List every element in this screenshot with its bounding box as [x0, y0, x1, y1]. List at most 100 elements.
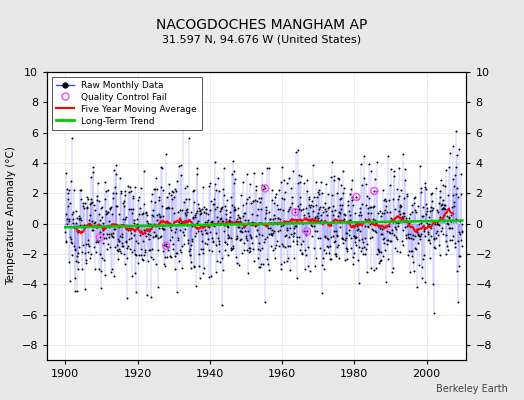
- Point: [122, 238, 130, 245]
- Point: [100, 256, 108, 263]
- Point: [418, 274, 426, 281]
- Point: [251, 220, 259, 226]
- Point: [247, 235, 256, 241]
- Point: [286, 204, 294, 210]
- Point: [224, 252, 232, 258]
- Point: [342, 234, 350, 241]
- Point: [104, 187, 112, 193]
- Point: [310, 194, 318, 200]
- Point: [72, 258, 80, 264]
- Point: [416, 232, 424, 239]
- Point: [138, 230, 147, 236]
- Point: [198, 238, 206, 244]
- Point: [238, 202, 247, 208]
- Point: [332, 190, 341, 196]
- Point: [116, 248, 124, 254]
- Point: [169, 188, 178, 195]
- Point: [74, 250, 82, 256]
- Point: [114, 246, 123, 252]
- Point: [384, 256, 392, 262]
- Point: [435, 214, 444, 221]
- Y-axis label: Temperature Anomaly (°C): Temperature Anomaly (°C): [6, 146, 16, 286]
- Point: [200, 264, 208, 271]
- Point: [248, 246, 257, 252]
- Point: [314, 210, 322, 216]
- Point: [456, 191, 465, 197]
- Point: [280, 177, 288, 183]
- Point: [159, 213, 167, 220]
- Point: [134, 223, 142, 230]
- Point: [209, 238, 217, 245]
- Point: [113, 241, 121, 248]
- Point: [386, 238, 395, 245]
- Point: [363, 268, 372, 275]
- Point: [445, 225, 453, 232]
- Point: [427, 191, 435, 197]
- Point: [215, 207, 224, 214]
- Point: [357, 236, 366, 242]
- Point: [291, 222, 299, 229]
- Point: [453, 152, 462, 158]
- Point: [153, 217, 161, 224]
- Point: [260, 238, 268, 245]
- Point: [377, 212, 385, 219]
- Point: [244, 269, 253, 276]
- Point: [150, 185, 159, 192]
- Point: [280, 232, 289, 239]
- Point: [117, 240, 126, 246]
- Point: [298, 228, 307, 234]
- Point: [236, 217, 245, 224]
- Point: [98, 204, 106, 210]
- Point: [281, 218, 290, 225]
- Point: [224, 232, 233, 238]
- Point: [383, 227, 391, 234]
- Point: [270, 228, 278, 234]
- Point: [378, 231, 387, 237]
- Point: [191, 212, 199, 218]
- Point: [446, 236, 454, 243]
- Point: [422, 210, 431, 217]
- Point: [126, 246, 135, 252]
- Point: [264, 261, 272, 268]
- Point: [290, 206, 299, 212]
- Point: [376, 258, 385, 264]
- Point: [223, 222, 231, 229]
- Point: [444, 247, 452, 254]
- Point: [84, 248, 93, 255]
- Point: [441, 202, 449, 208]
- Point: [204, 236, 212, 242]
- Point: [211, 206, 219, 212]
- Point: [123, 254, 131, 261]
- Point: [154, 247, 162, 254]
- Point: [449, 142, 457, 149]
- Point: [105, 234, 113, 240]
- Point: [389, 196, 398, 202]
- Point: [117, 249, 125, 256]
- Point: [217, 206, 225, 213]
- Point: [275, 186, 283, 193]
- Point: [438, 201, 446, 207]
- Point: [168, 188, 176, 194]
- Point: [208, 248, 216, 254]
- Point: [136, 184, 145, 191]
- Point: [146, 232, 154, 238]
- Point: [116, 233, 124, 239]
- Point: [225, 218, 233, 224]
- Point: [184, 135, 193, 141]
- Point: [255, 231, 264, 237]
- Point: [450, 202, 458, 209]
- Point: [85, 222, 93, 228]
- Point: [436, 228, 445, 235]
- Point: [235, 262, 243, 268]
- Point: [321, 233, 329, 240]
- Point: [72, 252, 81, 259]
- Point: [88, 198, 96, 205]
- Point: [367, 264, 375, 271]
- Point: [271, 194, 280, 200]
- Point: [83, 196, 92, 202]
- Point: [339, 236, 347, 242]
- Point: [81, 250, 89, 256]
- Point: [205, 183, 214, 189]
- Point: [174, 235, 183, 241]
- Point: [402, 217, 411, 223]
